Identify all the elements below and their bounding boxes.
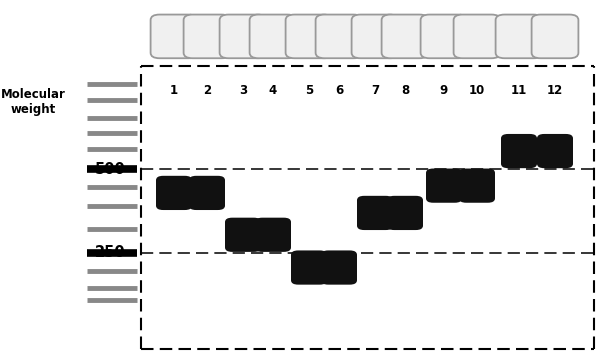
FancyBboxPatch shape: [459, 169, 495, 203]
FancyBboxPatch shape: [255, 218, 291, 252]
Text: 10: 10: [469, 84, 485, 98]
FancyBboxPatch shape: [225, 218, 261, 252]
Text: 12: 12: [547, 84, 563, 98]
Text: 2: 2: [203, 84, 211, 98]
FancyBboxPatch shape: [286, 15, 332, 58]
FancyBboxPatch shape: [250, 15, 296, 58]
FancyBboxPatch shape: [537, 134, 573, 168]
Text: 5: 5: [305, 84, 313, 98]
FancyBboxPatch shape: [189, 176, 225, 210]
FancyBboxPatch shape: [352, 15, 398, 58]
FancyBboxPatch shape: [382, 15, 428, 58]
FancyBboxPatch shape: [357, 196, 393, 230]
FancyBboxPatch shape: [321, 250, 357, 285]
Text: 250: 250: [95, 245, 126, 261]
Text: Molecular
weight: Molecular weight: [1, 88, 65, 116]
FancyBboxPatch shape: [496, 15, 542, 58]
Text: 3: 3: [239, 84, 247, 98]
FancyBboxPatch shape: [501, 134, 537, 168]
Text: 11: 11: [511, 84, 527, 98]
FancyBboxPatch shape: [151, 15, 197, 58]
Text: 1: 1: [170, 84, 178, 98]
FancyBboxPatch shape: [291, 250, 327, 285]
Text: 9: 9: [440, 84, 448, 98]
FancyBboxPatch shape: [184, 15, 230, 58]
FancyBboxPatch shape: [454, 15, 500, 58]
Text: 4: 4: [269, 84, 277, 98]
Text: 8: 8: [401, 84, 409, 98]
Text: 7: 7: [371, 84, 379, 98]
FancyBboxPatch shape: [316, 15, 362, 58]
FancyBboxPatch shape: [421, 15, 467, 58]
Text: 6: 6: [335, 84, 343, 98]
FancyBboxPatch shape: [532, 15, 578, 58]
FancyBboxPatch shape: [426, 169, 462, 203]
FancyBboxPatch shape: [156, 176, 192, 210]
FancyBboxPatch shape: [387, 196, 423, 230]
FancyBboxPatch shape: [220, 15, 266, 58]
Text: 500: 500: [95, 162, 126, 177]
